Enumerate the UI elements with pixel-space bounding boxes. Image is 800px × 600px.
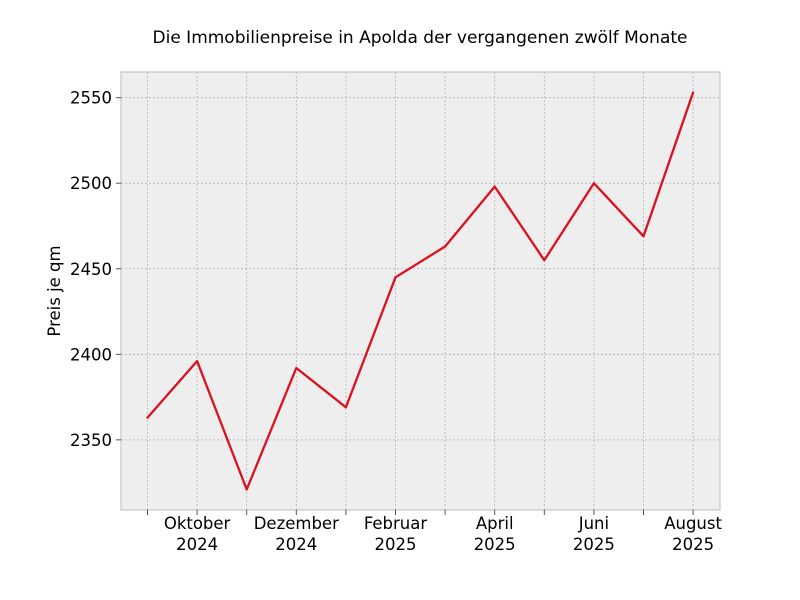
x-tick-label: April 2025 — [474, 514, 516, 554]
y-tick-label: 2450 — [70, 260, 112, 279]
x-axis: Oktober 2024 Dezember 2024 Februar 2025 April 2… — [147, 510, 722, 554]
plot-area — [120, 71, 721, 511]
y-axis: 2350 2400 2450 2500 2550 — [70, 89, 121, 450]
y-axis-label: Preis je qm — [45, 245, 64, 336]
y-tick-label: 2550 — [70, 89, 112, 108]
x-tick-label: Februar 2025 — [364, 514, 428, 554]
series-line — [146, 91, 695, 491]
series-group — [146, 91, 695, 491]
x-tick-label: Oktober 2024 — [164, 514, 231, 554]
y-tick-label: 2500 — [70, 174, 112, 193]
y-tick-label: 2350 — [70, 431, 112, 450]
x-tick-label: Dezember 2024 — [254, 514, 339, 554]
x-tick-label: Juni 2025 — [573, 514, 615, 554]
chart-title: Die Immobilienpreise in Apolda der verga… — [153, 28, 688, 48]
x-tick-label: August 2025 — [664, 514, 722, 554]
y-tick-label: 2400 — [70, 345, 112, 364]
grid-lines — [121, 72, 720, 510]
